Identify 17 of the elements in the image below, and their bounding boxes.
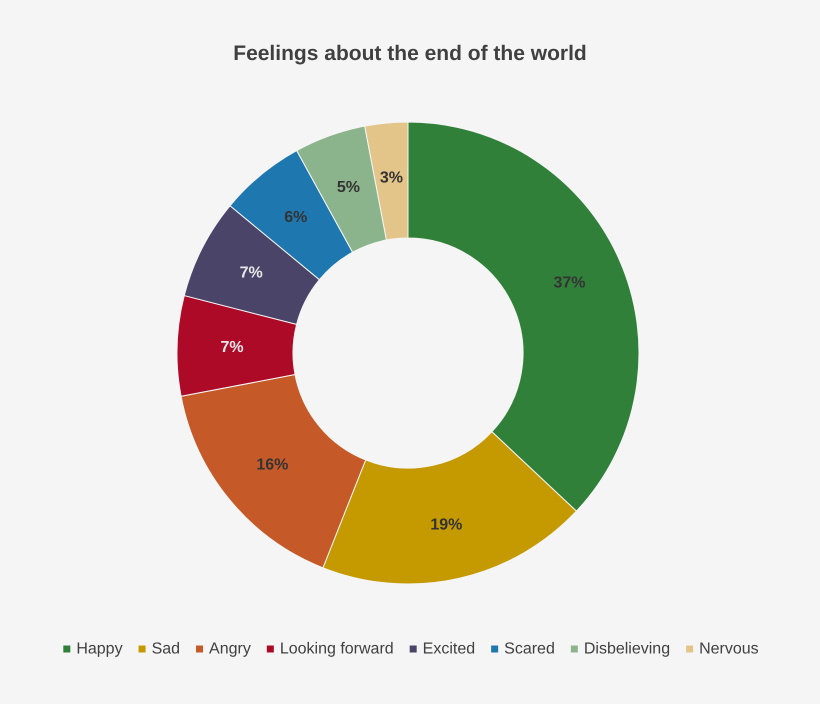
legend-label: Angry (209, 640, 251, 658)
data-label: 5% (336, 178, 360, 196)
legend-label: Sad (152, 640, 180, 658)
legend-label: Happy (76, 640, 123, 658)
legend-label: Nervous (699, 640, 759, 658)
data-label: 7% (220, 338, 244, 356)
data-label: 19% (430, 516, 462, 534)
data-label: 7% (240, 264, 263, 282)
legend-label: Looking forward (280, 640, 394, 658)
data-label: 37% (554, 274, 586, 292)
data-label: 6% (284, 208, 308, 226)
legend-label: Excited (422, 640, 476, 658)
data-label: 16% (256, 456, 288, 474)
chart-title: Feelings about the end of the world (233, 42, 587, 65)
legend-label: Scared (504, 640, 555, 658)
legend-label: Disbelieving (584, 640, 670, 658)
data-label: 3% (380, 169, 403, 186)
